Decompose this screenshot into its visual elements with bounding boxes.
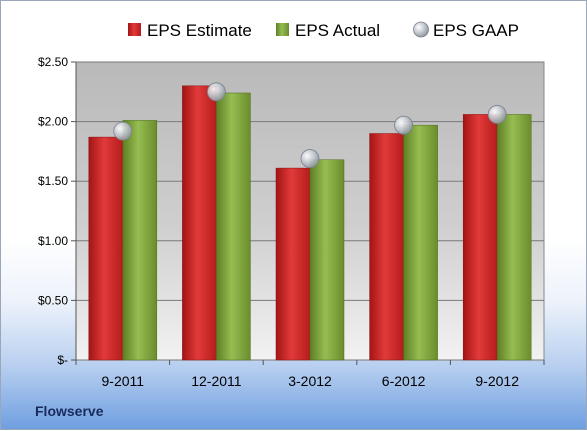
x-tick-label: 6-2012 [382, 373, 426, 389]
y-tick-label: $2.00 [38, 115, 68, 129]
y-tick-label: $1.50 [38, 174, 68, 188]
legend-label: EPS Actual [295, 21, 380, 40]
x-tick-label: 9-2012 [475, 373, 519, 389]
x-tick-label: 9-2011 [102, 373, 145, 389]
y-tick-label: $1.00 [38, 234, 68, 248]
point-eps-gaap [300, 149, 320, 168]
y-tick-label: $2.50 [38, 55, 68, 69]
legend-label: EPS Estimate [147, 21, 252, 40]
bar-eps-estimate [275, 167, 311, 361]
x-tick-label: 12-2011 [191, 373, 242, 389]
legend-swatch [276, 23, 289, 36]
legend-label: EPS GAAP [433, 21, 519, 40]
point-eps-gaap [394, 115, 414, 135]
point-eps-gaap [487, 105, 507, 124]
bar-eps-actual [216, 92, 251, 361]
bar-eps-estimate [88, 136, 124, 361]
company-label: Flowserve [35, 403, 104, 419]
point-eps-gaap [113, 121, 133, 141]
bar-eps-actual [496, 114, 532, 361]
bar-eps-estimate [182, 85, 217, 361]
bar-eps-estimate [369, 133, 404, 361]
point-eps-gaap [206, 82, 226, 102]
legend-swatch [413, 21, 429, 38]
bar-eps-actual [309, 159, 345, 361]
bar-eps-actual [403, 124, 438, 361]
legend-swatch [128, 23, 141, 36]
bar-eps-actual [122, 120, 158, 361]
x-tick-label: 3-2012 [288, 373, 332, 389]
y-tick-label: $- [57, 353, 68, 367]
y-tick-label: $0.50 [38, 293, 68, 307]
bar-eps-estimate [462, 114, 498, 361]
